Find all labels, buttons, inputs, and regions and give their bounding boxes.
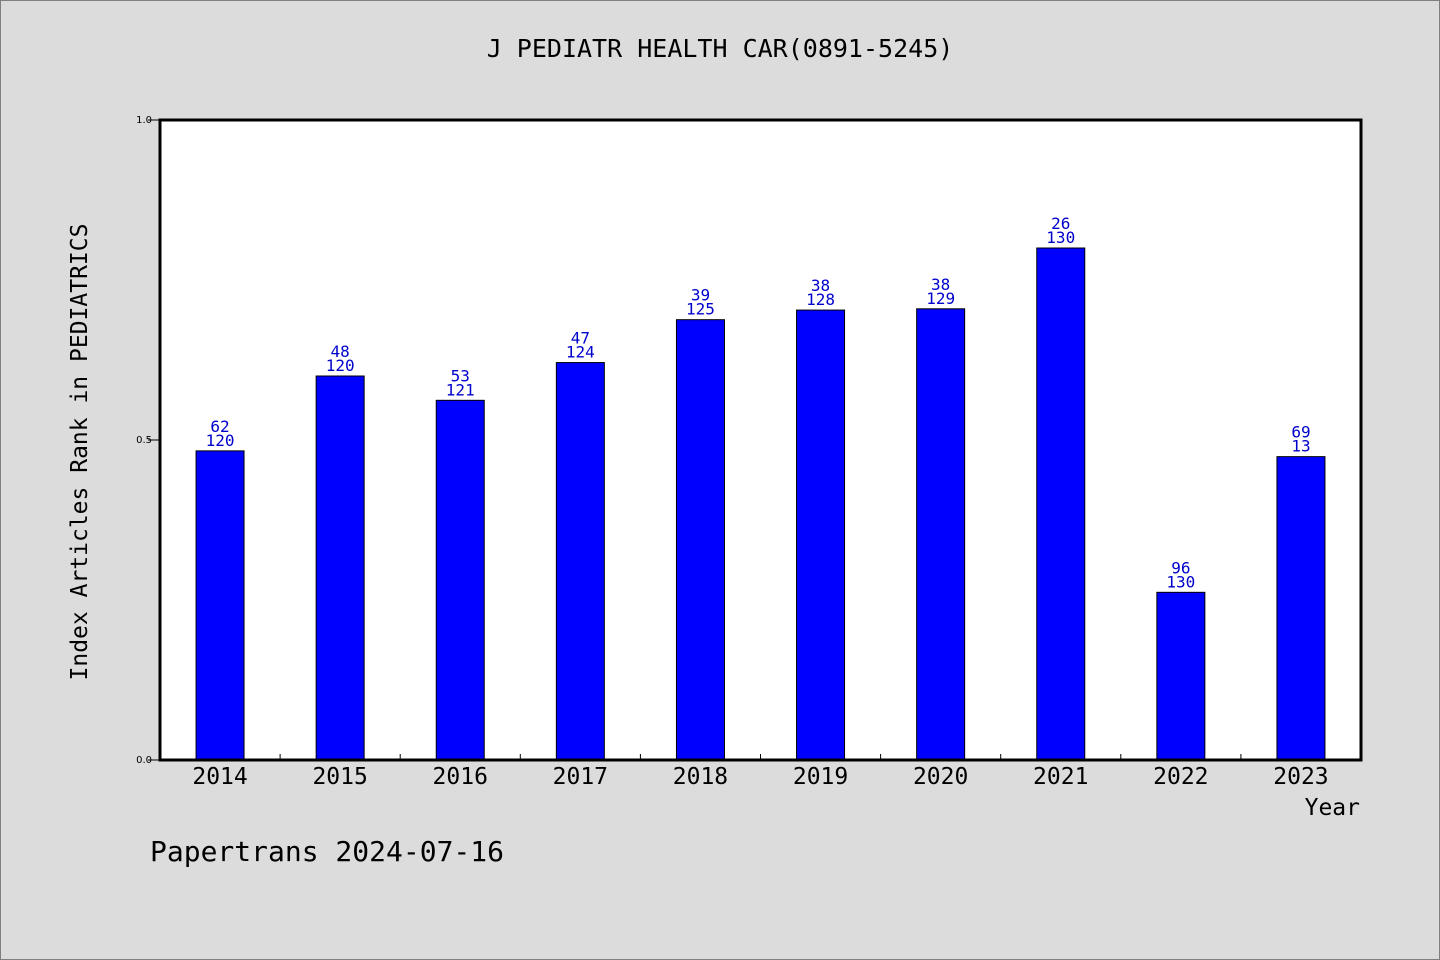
x-tick-label: 2019 (793, 764, 848, 790)
x-tick-label: 2016 (433, 764, 488, 790)
bar-label-top: 38 (931, 275, 950, 294)
bar-label-bottom: 125 (686, 300, 715, 319)
x-axis-label: Year (1304, 795, 1360, 821)
bar-label-top: 96 (1171, 558, 1190, 577)
x-tick-label: 2017 (553, 764, 608, 790)
bar-2014 (195, 450, 245, 761)
bar-2016 (435, 399, 485, 761)
bar-label-top: 47 (571, 329, 590, 348)
bar-2019 (796, 309, 846, 761)
bar-label-bottom: 129 (926, 289, 955, 308)
footer-text: Papertrans 2024-07-16 (150, 835, 505, 868)
bar-label-top: 38 (811, 276, 830, 295)
chart-title: J PEDIATR HEALTH CAR(0891-5245) (486, 34, 954, 63)
x-tick-label: 2015 (312, 764, 367, 790)
bar-label-top: 53 (451, 366, 470, 385)
bar-2021 (1036, 247, 1086, 761)
x-tick-label: 2020 (913, 764, 968, 790)
x-tick-label: 2018 (673, 764, 728, 790)
bar-label-bottom: 124 (566, 343, 595, 362)
bar-label-bottom: 13 (1291, 437, 1310, 456)
bar-label-bottom: 128 (806, 290, 835, 309)
bar-label-bottom: 120 (206, 431, 235, 450)
bar-label-top: 69 (1291, 423, 1310, 442)
bar-label-bottom: 121 (446, 380, 475, 399)
bar-label-bottom: 130 (1046, 228, 1075, 247)
bar-label-bottom: 120 (326, 356, 355, 375)
y-tick-label: 1.0 (136, 115, 152, 126)
x-tick-label: 2014 (192, 764, 247, 790)
bar-label-top: 48 (331, 342, 350, 361)
y-tick-label: 0.5 (136, 435, 152, 446)
bar-2017 (555, 362, 605, 761)
bar-label-top: 39 (691, 286, 710, 305)
x-tick-label: 2021 (1033, 764, 1088, 790)
y-tick-label: 0.0 (136, 755, 152, 766)
bar-label-top: 62 (210, 417, 229, 436)
bar-2023 (1276, 456, 1326, 761)
bar-2015 (315, 375, 365, 761)
bar-2020 (916, 308, 966, 761)
bar-label-bottom: 130 (1166, 572, 1195, 591)
x-tick-label: 2023 (1273, 764, 1328, 790)
x-tick-label: 2022 (1153, 764, 1208, 790)
bar-2018 (675, 319, 725, 761)
bar-label-top: 26 (1051, 214, 1070, 233)
bar-2022 (1156, 591, 1206, 761)
